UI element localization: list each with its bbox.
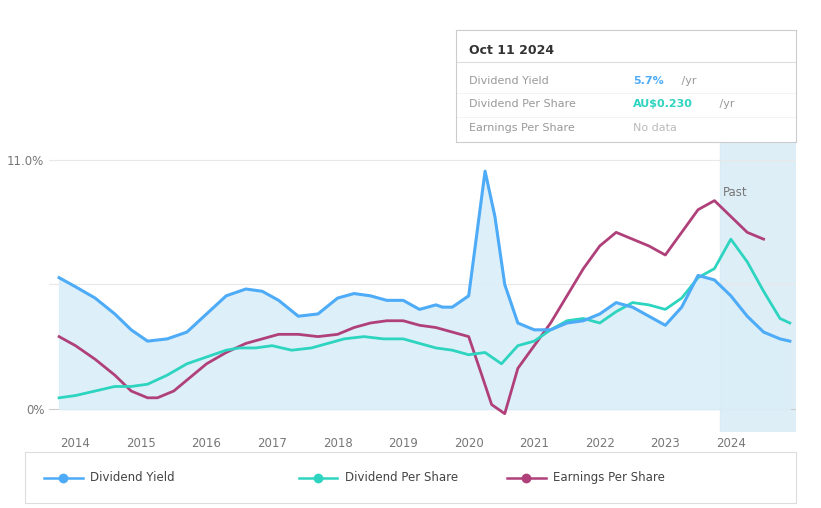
Text: Dividend Yield: Dividend Yield [470,76,549,86]
Text: 5.7%: 5.7% [633,76,663,86]
Text: /yr: /yr [716,99,735,109]
Text: Oct 11 2024: Oct 11 2024 [470,44,554,57]
Text: Past: Past [723,186,748,199]
Text: Dividend Per Share: Dividend Per Share [470,99,576,109]
Text: /yr: /yr [678,76,696,86]
Text: No data: No data [633,123,677,133]
Text: AU$0.230: AU$0.230 [633,99,693,109]
Text: Earnings Per Share: Earnings Per Share [553,471,665,484]
Text: Dividend Yield: Dividend Yield [90,471,175,484]
Bar [720,137,803,432]
Text: Dividend Per Share: Dividend Per Share [345,471,458,484]
Text: Earnings Per Share: Earnings Per Share [470,123,575,133]
